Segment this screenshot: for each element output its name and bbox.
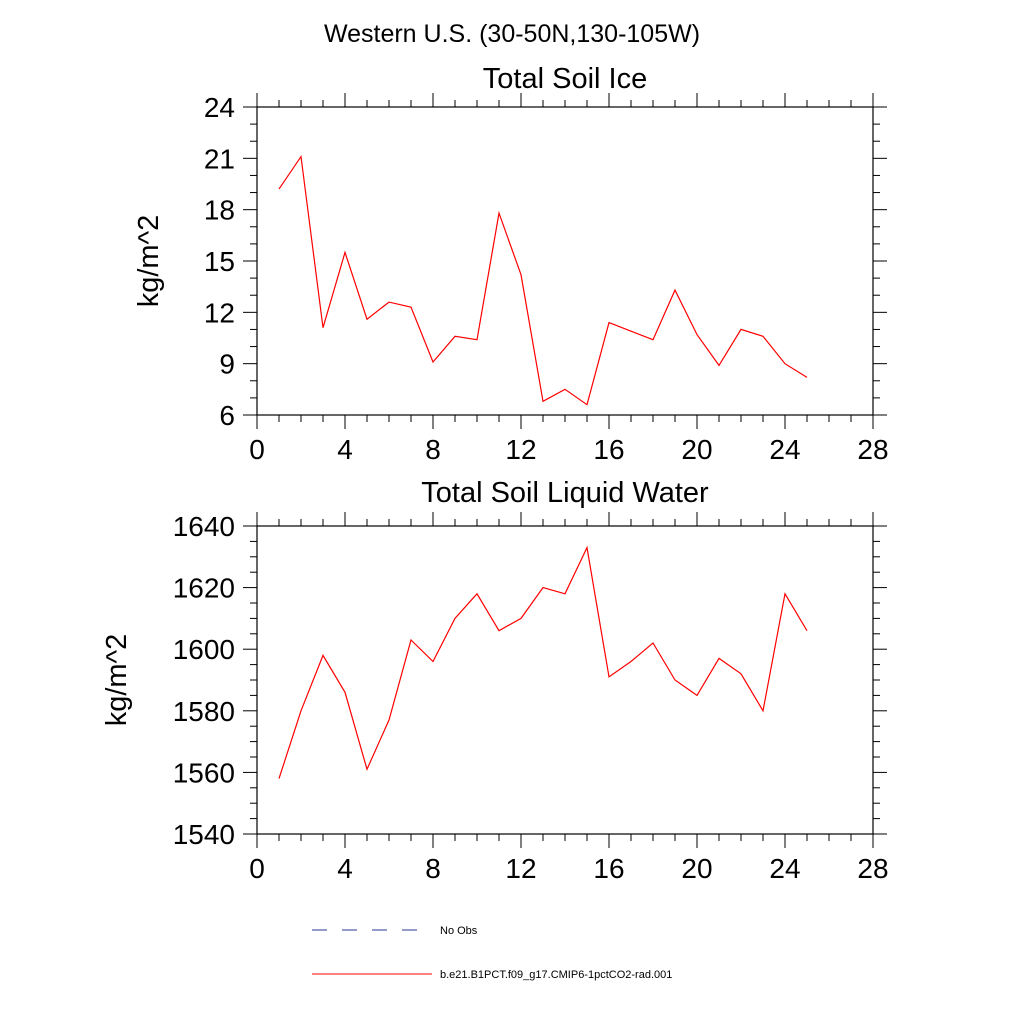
plot-frame xyxy=(256,106,874,416)
x-tick-label: 12 xyxy=(505,853,536,884)
y-tick-label: 9 xyxy=(219,349,235,380)
x-tick-label: 16 xyxy=(593,853,624,884)
x-tick-label: 4 xyxy=(337,853,353,884)
x-tick-label: 12 xyxy=(505,434,536,465)
y-tick-label: 18 xyxy=(204,195,235,226)
legend: No Obs b.e21.B1PCT.f09_g17.CMIP6-1pctCO2… xyxy=(312,925,672,981)
series-lines xyxy=(278,154,808,406)
x-tick-label: 20 xyxy=(681,434,712,465)
x-tick-label: 8 xyxy=(425,434,441,465)
panel-title: Total Soil Liquid Water xyxy=(421,477,709,509)
x-tick-label: 20 xyxy=(681,853,712,884)
panel-total-soil-ice: Total Soil Ice kg/m^2 0 4 8 12 16 20 24 28 6 9 12 1… xyxy=(133,63,889,465)
legend-label-model-run: b.e21.B1PCT.f09_g17.CMIP6-1pctCO2-rad.00… xyxy=(440,969,672,981)
x-tick-label: 24 xyxy=(769,434,800,465)
y-tick-label: 1540 xyxy=(173,819,235,850)
x-tick-label: 0 xyxy=(249,434,265,465)
y-axis-label: kg/m^2 xyxy=(101,634,133,727)
y-tick-label: 1640 xyxy=(173,511,235,542)
x-tick-label: 28 xyxy=(857,434,888,465)
y-tick-label: 1620 xyxy=(173,573,235,604)
y-tick-label: 1600 xyxy=(173,634,235,665)
panel-title: Total Soil Ice xyxy=(483,63,647,95)
panel-total-soil-liquid-water: Total Soil Liquid Water kg/m^2 0 4 8 12 16 20… xyxy=(101,477,889,884)
series-line-model-run xyxy=(278,154,808,406)
legend-label-no-obs: No Obs xyxy=(440,925,478,937)
y-tick-label: 21 xyxy=(204,143,235,174)
axis-ticks xyxy=(243,93,887,429)
x-tick-label: 16 xyxy=(593,434,624,465)
tick-labels: 0 4 8 12 16 20 24 28 6 9 12 15 18 21 24 xyxy=(204,92,889,465)
y-tick-label: 1560 xyxy=(173,757,235,788)
y-tick-label: 1580 xyxy=(173,696,235,727)
y-tick-label: 12 xyxy=(204,297,235,328)
x-tick-label: 28 xyxy=(857,853,888,884)
series-line-model-run xyxy=(278,545,808,779)
y-tick-label: 24 xyxy=(204,92,235,123)
series-lines xyxy=(278,545,808,779)
figure-suptitle: Western U.S. (30-50N,130-105W) xyxy=(324,20,700,48)
x-tick-label: 0 xyxy=(249,853,265,884)
x-tick-label: 8 xyxy=(425,853,441,884)
plot-frame xyxy=(256,525,874,835)
y-axis-label: kg/m^2 xyxy=(133,215,165,308)
x-tick-label: 4 xyxy=(337,434,353,465)
y-tick-label: 15 xyxy=(204,246,235,277)
y-tick-label: 6 xyxy=(219,400,235,431)
axis-ticks xyxy=(243,512,887,848)
x-tick-label: 24 xyxy=(769,853,800,884)
